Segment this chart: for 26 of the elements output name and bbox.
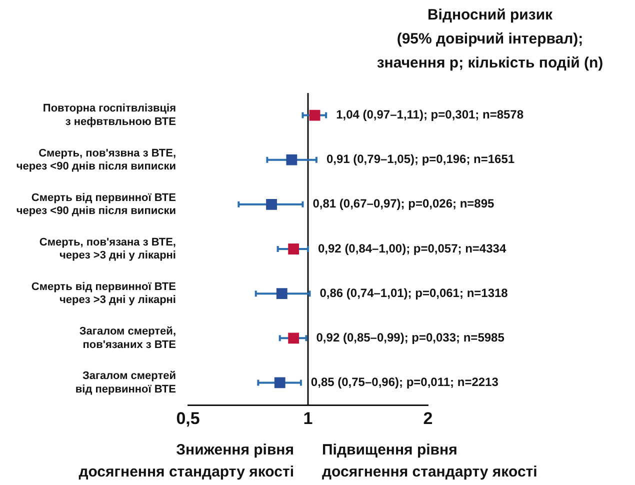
x-tick-label: 1 bbox=[303, 408, 313, 428]
y-tick-label: Смерть від первинної ВТЕ через <90 днів після виписки bbox=[16, 192, 176, 218]
data-label: 0,92 (0,85–0,99); p=0,033; n=5985 bbox=[316, 330, 505, 344]
data-label: 0,91 (0,79–1,05); p=0,196; n=1651 bbox=[326, 152, 515, 166]
text: Зниження рівня досягнення стандарту якості bbox=[78, 442, 294, 481]
point bbox=[288, 244, 300, 254]
data-label: 0,86 (0,74–1,01); p=0,061; n=1318 bbox=[320, 286, 508, 300]
point bbox=[286, 154, 298, 166]
y-tick-label: Загалом смертей від первинної ВТЕ bbox=[75, 370, 176, 396]
point bbox=[274, 377, 286, 388]
y-tick-label: Смерть, пов'язвна з ВТЕ, через <90 днів після виписки bbox=[16, 147, 176, 172]
x-tick-label: 2 bbox=[423, 408, 433, 428]
data-label: 0,85 (0,75–0,96); p=0,011; n=2213 bbox=[310, 375, 499, 390]
y-tick-label: Смерть від первинної ВТЕ через >3 дні у лікарні bbox=[31, 281, 176, 306]
x-tick-label: 0,5 bbox=[176, 408, 200, 428]
data-label: 1,04 (0,97–1,11); p=0,301; n=8578 bbox=[336, 108, 524, 122]
point bbox=[288, 332, 300, 344]
point bbox=[276, 288, 288, 300]
data-label: 0,81 (0,67–0,97); p=0,026; n=895 bbox=[312, 196, 495, 211]
y-tick-label: Повторна госпітвлізвція з нефвтвльною ВТЕ bbox=[42, 102, 176, 128]
y-tick-label: Загалом смертей, пов'язаних з ВТЕ bbox=[79, 326, 176, 351]
point bbox=[266, 198, 277, 210]
data-label: 0,92 (0,84–1,00); p=0,057; n=4334 bbox=[318, 241, 506, 256]
y-tick-label: Смерть, пов'язана з ВТЕ, через >3 дні у лікарні bbox=[39, 236, 176, 262]
text: Відносний ризик (95% довірчий інтервал); значення p; кількість подій (n) bbox=[376, 6, 604, 72]
text: Підвищення рівня досягнення стандарту якості bbox=[322, 442, 538, 481]
